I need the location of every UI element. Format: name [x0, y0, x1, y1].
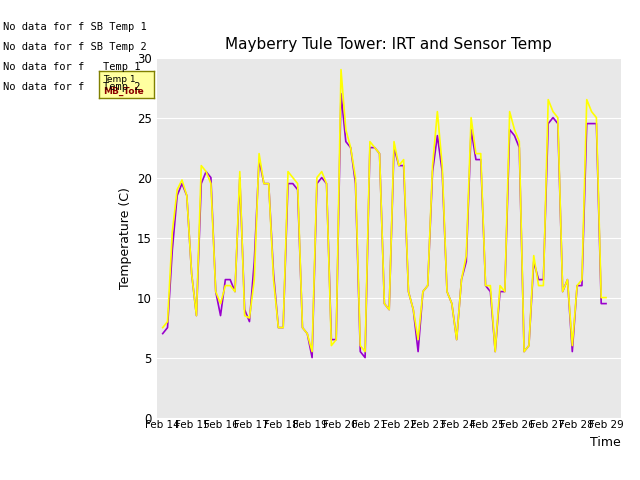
Text: No data for f   Temp 1: No data for f Temp 1: [3, 62, 141, 72]
Text: MB_Tole: MB_Tole: [104, 87, 144, 96]
Text: No data for f SB Temp 2: No data for f SB Temp 2: [3, 42, 147, 52]
X-axis label: Time: Time: [590, 436, 621, 449]
Text: No data for f   Temp 2: No data for f Temp 2: [3, 82, 141, 92]
Text: Temp 1: Temp 1: [104, 75, 136, 84]
Text: No data for f SB Temp 1: No data for f SB Temp 1: [3, 22, 147, 32]
Title: Mayberry Tule Tower: IRT and Sensor Temp: Mayberry Tule Tower: IRT and Sensor Temp: [225, 37, 552, 52]
Y-axis label: Temperature (C): Temperature (C): [118, 187, 131, 288]
